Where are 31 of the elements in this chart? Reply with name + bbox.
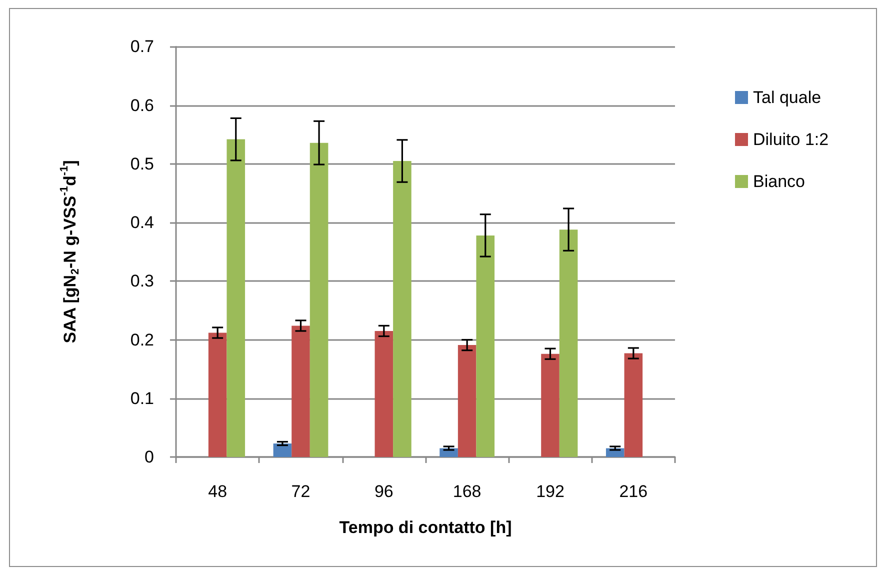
legend-label: Bianco bbox=[753, 172, 805, 191]
bar bbox=[393, 161, 412, 457]
x-tick-label: 168 bbox=[452, 482, 482, 501]
x-tick-label: 96 bbox=[374, 482, 394, 501]
y-tick-label: 0.3 bbox=[130, 272, 154, 291]
y-tick-label: 0.5 bbox=[130, 154, 154, 174]
bar bbox=[226, 139, 246, 457]
bar bbox=[458, 345, 476, 457]
bar bbox=[310, 142, 328, 457]
bar bbox=[273, 444, 292, 457]
x-axis-title: Tempo di contatto [h] bbox=[339, 518, 512, 537]
legend-label: Tal quale bbox=[753, 88, 822, 107]
x-tick-label: 216 bbox=[619, 482, 648, 501]
y-tick-label: 0.6 bbox=[130, 96, 154, 115]
bar bbox=[208, 332, 227, 457]
y-tick-label: 0.4 bbox=[130, 213, 154, 232]
bar bbox=[374, 330, 394, 457]
y-tick-label: 0.1 bbox=[130, 388, 154, 408]
y-tick-label: 0.2 bbox=[130, 330, 154, 350]
y-tick-label: 0.7 bbox=[130, 37, 154, 56]
x-tick-label: 48 bbox=[208, 482, 228, 501]
legend-label: Diluito 1:2 bbox=[753, 130, 829, 149]
bar bbox=[292, 326, 310, 457]
y-tick-label: 0 bbox=[144, 448, 154, 466]
x-tick-label: 72 bbox=[291, 482, 310, 501]
bar bbox=[624, 353, 643, 457]
bar bbox=[476, 235, 495, 457]
bar bbox=[559, 230, 578, 457]
y-axis-title: SAA [gN2-N g-VSS-1d-1] bbox=[58, 160, 82, 344]
bar bbox=[541, 354, 560, 457]
x-tick-label: 192 bbox=[536, 482, 564, 501]
